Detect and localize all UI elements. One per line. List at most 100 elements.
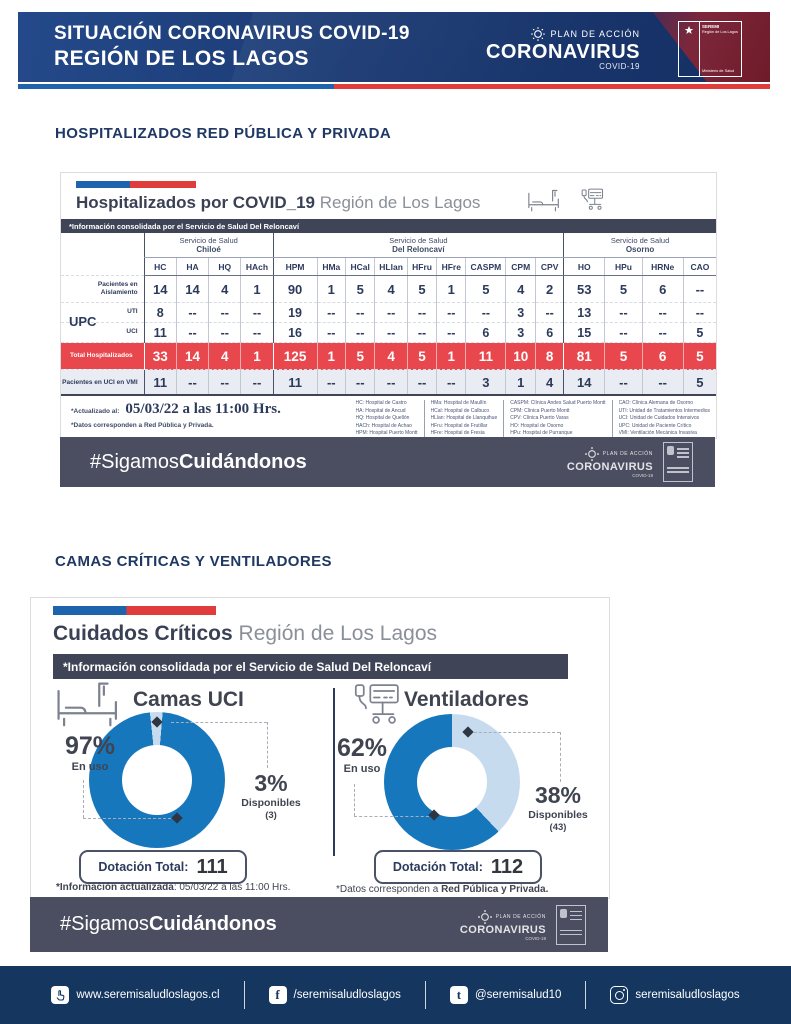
sigamos-hashtag: #Sigamos xyxy=(90,450,179,473)
table-row: Pacientes en Aislamiento 14 14 4 1 90 1 5 4 5 1 5 4 2… xyxy=(61,275,716,303)
table-cell: 1 xyxy=(436,275,466,303)
header-title-line2: REGIÓN DE LOS LAGOS xyxy=(54,46,309,70)
table-group-header: Servicio de Salud Osorno xyxy=(563,233,716,258)
legend-line: HA: Hospital de Ancud xyxy=(355,407,406,414)
footer-website-link[interactable]: www.seremisaludloslagos.cl xyxy=(27,986,243,1004)
legend-line: UPC: Unidad de Paciente Crítico xyxy=(618,422,692,429)
table-cell: -- xyxy=(604,322,643,343)
table-row: UPC UTI 8 -- -- -- 19 -- -- -- -- -- -- 3 -- 13 -- -- -- xyxy=(61,302,716,329)
table-group-header: Servicio de Salud Chiloé xyxy=(143,233,274,258)
table-cell: 5 xyxy=(682,322,716,343)
hospitalizados-card: Hospitalizados por COVID_19 Región de Lo… xyxy=(60,172,717,444)
table-cell: 3 xyxy=(505,322,536,343)
banner-coronavirus-logo: PLAN DE ACCIÓN CORONAVIRUS COVID-19 xyxy=(460,909,546,941)
legend-line: UTI: Unidad de Tratamientos Intermedios xyxy=(618,407,710,414)
banner-logo-main: CORONAVIRUS xyxy=(459,923,546,936)
table-cell: 15 xyxy=(563,322,605,343)
column-header: HRNe xyxy=(641,257,684,276)
table-group-row: Servicio de Salud Chiloé Servicio de Salud… xyxy=(61,233,716,258)
table-cell: 2 xyxy=(535,275,564,303)
card1-info-bar: *Información consolidada por el Servicio… xyxy=(61,219,716,233)
footer-facebook-link[interactable]: f /seremisaludloslagos xyxy=(245,986,425,1004)
panel-title: Camas UCI xyxy=(133,688,244,711)
card1-title-bold: Hospitalizados por COVID_19 xyxy=(76,193,315,212)
donut-hole xyxy=(417,747,487,817)
table-cell: -- xyxy=(406,302,437,323)
table-cell: 1 xyxy=(240,275,274,303)
used-percent: 62% xyxy=(336,734,388,762)
legend-line: HC: Hospital de Castro xyxy=(355,400,407,406)
panel-title: Ventiladores xyxy=(404,688,529,711)
chile-emblem-icon xyxy=(679,22,700,76)
legend-line: HPM: Hospital Puerto Montt xyxy=(355,430,418,436)
legend-line: HACh: Hospital de Achao xyxy=(355,422,412,429)
dotacion-value: 111 xyxy=(196,855,228,878)
table-cell: 1 xyxy=(436,342,466,370)
legend-line: HCal: Hospital de Calbuco xyxy=(430,407,490,414)
available-stat: 38% Disponibles (43) xyxy=(518,784,598,834)
twitter-icon: t xyxy=(449,986,468,1004)
used-label: En uso xyxy=(71,761,109,773)
table-cell: -- xyxy=(208,302,241,323)
available-stat: 3% Disponibles (3) xyxy=(233,772,309,822)
donut-panels: Camas UCI 97% En uso 3% Disponibles (3) xyxy=(31,682,609,884)
plan-pre-label: PLAN DE ACCIÓN xyxy=(550,29,640,39)
column-header: CPM xyxy=(505,257,536,276)
banner-coronavirus-logo: PLAN DE ACCIÓN CORONAVIRUS COVID-19 xyxy=(567,446,653,478)
table-cell: 5 xyxy=(345,275,375,303)
table-cell: 10 xyxy=(505,342,536,370)
table-cell: 90 xyxy=(272,275,317,303)
table-cell: 11 xyxy=(272,369,317,396)
sigamos-text: #SigamosCuidándonos xyxy=(90,451,307,474)
table-cell: 14 xyxy=(563,369,605,396)
leader-line xyxy=(474,732,560,733)
table-cell: 6 xyxy=(465,322,506,343)
legend: HC: Hospital de Castro HA: Hospital de An… xyxy=(350,396,716,444)
legend-column: HC: Hospital de Castro HA: Hospital de An… xyxy=(350,400,424,437)
leader-line xyxy=(267,722,268,768)
footer-twitter-link[interactable]: t @seremisalud10 xyxy=(426,986,585,1004)
table-cell: -- xyxy=(641,302,684,323)
card2-info-bar: *Información consolidada por el Servicio… xyxy=(53,654,568,679)
hospital-bed-icon xyxy=(57,682,118,727)
column-header: HMa xyxy=(316,257,346,276)
legend-line: HFru: Hospital de Frutillar xyxy=(430,422,488,429)
table-cell: 53 xyxy=(563,275,605,303)
card2-note-right: *Datos corresponden a Red Pública y Priv… xyxy=(336,884,548,895)
table-cell: -- xyxy=(406,322,437,343)
table-cell: 1 xyxy=(316,275,346,303)
table-body: Pacientes en Aislamiento 14 14 4 1 90 1 5 4 5 1 5 4 2… xyxy=(61,275,716,396)
table-cell: -- xyxy=(240,302,274,323)
used-label: En uso xyxy=(343,763,381,775)
table-cell: 11 xyxy=(143,322,177,343)
ventiladores-panel: Ventiladores 62% En uso 38% Disponibles … xyxy=(320,684,609,884)
sigamos-bold: Cuidándonos xyxy=(178,450,307,473)
footer-facebook-text: /seremisaludloslagos xyxy=(293,989,401,1001)
table-cell: 5 xyxy=(465,275,506,303)
table-cell: 5 xyxy=(604,275,643,303)
footer-instagram-link[interactable]: seremisaludloslagos xyxy=(586,986,763,1004)
note-left-bold: *Información actualizada xyxy=(56,882,174,893)
card1-notes: *Actualizado al: 05/03/22 a las 11:00 Hr… xyxy=(61,394,716,444)
camas-uci-panel: Camas UCI 97% En uso 3% Disponibles (3) xyxy=(31,682,320,884)
table-cell: -- xyxy=(345,302,375,323)
government-doc-logo xyxy=(556,904,586,945)
footer-twitter-text: @seremisalud10 xyxy=(474,989,562,1001)
leader-line xyxy=(171,722,267,723)
table-cell: -- xyxy=(240,322,274,343)
banner-logo-pre: PLAN DE ACCIÓN xyxy=(602,451,653,457)
hospital-table: Servicio de Salud Chiloé Servicio de Salud… xyxy=(61,233,716,396)
table-cell: -- xyxy=(682,275,716,303)
table-cell: 1 xyxy=(316,342,346,370)
table-cell: -- xyxy=(374,302,408,323)
seremi-label: SEREMI xyxy=(702,24,720,29)
sigamos-banner: #SigamosCuidándonos PLAN DE ACCIÓN CORON… xyxy=(60,437,715,487)
banner-logo-sub: COVID-19 xyxy=(632,473,653,478)
column-header: HQ xyxy=(208,257,241,276)
flag-stripe xyxy=(18,84,770,89)
legend-column: HMa: Hospital de Maullín HCal: Hospital d… xyxy=(423,400,504,437)
table-cell: 6 xyxy=(641,342,684,370)
table-cell: 4 xyxy=(208,275,241,303)
section1-heading: HOSPITALIZADOS RED PÚBLICA Y PRIVADA xyxy=(55,125,392,142)
card2-title: Cuidados Críticos Región de Los Lagos xyxy=(53,622,437,646)
